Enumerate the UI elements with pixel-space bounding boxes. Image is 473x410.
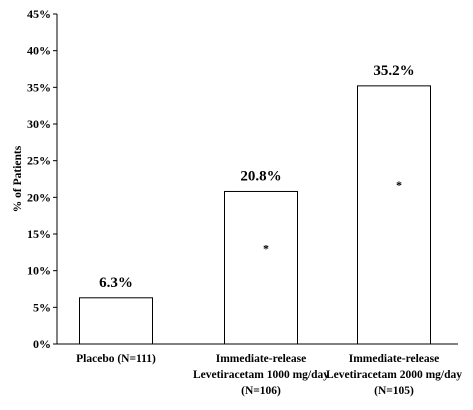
bar (357, 85, 431, 345)
x-tick-label: Immediate-release (349, 353, 439, 365)
x-tick-label: (N=105) (374, 385, 414, 397)
y-tick-label: 25% (27, 154, 51, 168)
y-tick-label: 10% (27, 264, 51, 278)
bar (79, 297, 153, 345)
x-tick-label: Levetiracetam 2000 mg/day (326, 369, 462, 381)
y-tick-label: 30% (27, 117, 51, 131)
y-axis: 0% 5% 10% 15% 20% 25% 30% 35% 40% 45% (27, 7, 58, 351)
x-tick-label: Levetiracetam 1000 mg/day (193, 369, 329, 381)
significance-marker: * (263, 241, 269, 255)
data-label: 20.8% (240, 168, 281, 184)
significance-marker: * (396, 178, 402, 192)
x-tick-label: Placebo (N=111) (76, 353, 156, 365)
y-tick-label: 45% (27, 7, 51, 21)
y-tick-label: 35% (27, 80, 51, 94)
y-tick-label: 20% (27, 190, 51, 204)
y-axis-label: % of Patients (12, 145, 24, 212)
x-tick-label: Immediate-release (216, 353, 306, 365)
bars-group: 6.3% 20.8% * 35.2% * (79, 63, 431, 345)
bar (224, 190, 298, 345)
y-tick-label: 5% (33, 300, 51, 314)
data-label: 6.3% (99, 275, 133, 291)
data-label: 35.2% (373, 63, 414, 79)
y-tick-label: 40% (27, 44, 51, 58)
x-axis: Placebo (N=111) Immediate-release Levetira… (57, 343, 462, 397)
y-tick-label: 15% (27, 227, 51, 241)
y-tick-label: 0% (33, 337, 51, 351)
x-tick-label: (N=106) (241, 385, 281, 397)
